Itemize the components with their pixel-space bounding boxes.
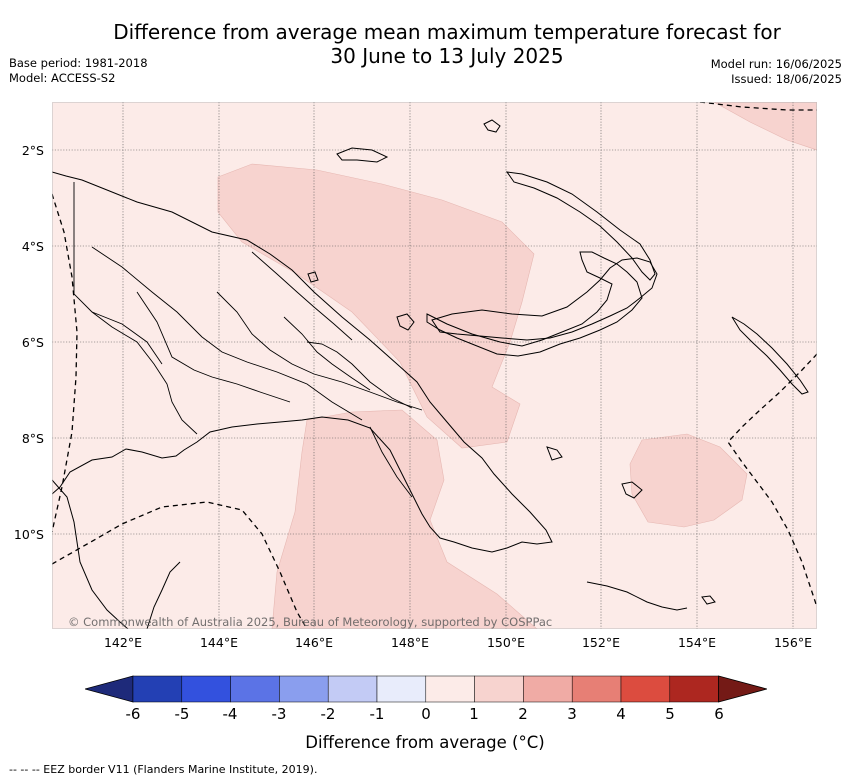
- colorbar-title: Difference from average (°C): [305, 733, 545, 752]
- colorbar-tick: -6: [125, 705, 141, 723]
- trobriand-island: [546, 446, 563, 461]
- base-period: Base period: 1981-2018: [9, 56, 148, 70]
- cape-york-east-coast: [146, 561, 181, 629]
- huon-peninsula: [426, 251, 643, 357]
- png-indonesia-border: [73, 182, 198, 435]
- lat-label-10s: 10°S: [13, 527, 44, 542]
- woodlark-island: [701, 595, 716, 605]
- colorbar: [85, 675, 767, 703]
- copyright-notice: © Commonwealth of Australia 2025, Bureau…: [68, 615, 553, 629]
- admiralty-island: [336, 147, 389, 163]
- model-info: Base period: 1981-2018 Model: ACCESS-S2: [9, 56, 148, 86]
- eez-border-south: [52, 501, 308, 629]
- torres-strait-coast: [52, 479, 129, 629]
- map-title-line-2: 30 June to 13 July 2025: [330, 44, 564, 68]
- colorbar-tick: -2: [320, 705, 336, 723]
- colorbar-tick: 6: [714, 705, 724, 723]
- map-panel: [52, 102, 817, 629]
- colorbar-bin: [620, 675, 671, 703]
- colorbar-bin: [376, 675, 427, 703]
- lat-label-6s: 6°S: [21, 335, 44, 350]
- province-border-5: [306, 341, 413, 409]
- karkar-island: [307, 271, 319, 283]
- lon-label-156e: 156°E: [773, 635, 812, 650]
- lat-label-2s: 2°S: [21, 143, 44, 158]
- colorbar-tick: 4: [616, 705, 626, 723]
- province-border-1: [91, 246, 363, 421]
- new-guinea-coast: [52, 171, 553, 553]
- lon-label-142e: 142°E: [103, 635, 142, 650]
- colorbar-bin: [327, 675, 378, 703]
- umboi-island: [396, 313, 415, 331]
- province-border-6: [251, 251, 353, 341]
- province-border-7: [91, 311, 163, 365]
- coastlines: [52, 119, 809, 629]
- colorbar-tick: -4: [222, 705, 238, 723]
- lon-label-152e: 152°E: [581, 635, 620, 650]
- lon-label-146e: 146°E: [294, 635, 333, 650]
- issued-date: Issued: 18/06/2025: [731, 72, 842, 86]
- borders: [73, 182, 423, 498]
- anomaly-region-east: [629, 433, 748, 528]
- anomaly-region-north: [217, 163, 535, 449]
- eez-footnote: -- -- -- EEZ border V11 (Flanders Marine…: [9, 763, 318, 776]
- lat-label-4s: 4°S: [21, 239, 44, 254]
- province-border-3: [216, 291, 423, 411]
- colorbar-tick: 5: [665, 705, 675, 723]
- colorbar-tick: -1: [369, 705, 385, 723]
- colorbar-tick: 3: [567, 705, 577, 723]
- lon-label-148e: 148°E: [390, 635, 429, 650]
- colorbar-tick: 0: [421, 705, 431, 723]
- model-name: Model: ACCESS-S2: [9, 71, 116, 85]
- manus-island: [483, 119, 501, 133]
- colorbar-extend-low: [85, 675, 134, 703]
- colorbar-bin: [523, 675, 573, 703]
- colorbar-bin: [571, 675, 622, 703]
- anomaly-shading: [217, 102, 817, 629]
- new-britain-coast: [431, 257, 658, 341]
- colorbar-bin: [669, 675, 719, 703]
- colorbar-tick: -3: [271, 705, 287, 723]
- lon-label-154e: 154°E: [677, 635, 716, 650]
- colorbar-bin: [230, 675, 280, 703]
- graticule: [52, 102, 817, 629]
- map-title: Difference from average mean maximum tem…: [0, 20, 850, 68]
- lon-label-144e: 144°E: [199, 635, 238, 650]
- province-border-2: [136, 291, 291, 403]
- colorbar-bin: [132, 675, 183, 703]
- eez-borders: [52, 102, 817, 629]
- colorbar-bin: [279, 675, 329, 703]
- eez-border-west: [52, 193, 78, 533]
- model-run-date: Model run: 16/06/2025: [710, 57, 842, 71]
- run-info: Model run: 16/06/2025 Issued: 18/06/2025: [711, 57, 842, 87]
- colorbar-tick: -5: [174, 705, 190, 723]
- new-ireland-coast: [505, 171, 656, 281]
- colorbar-extend-high: [718, 675, 767, 703]
- colorbar-tick: 1: [469, 705, 479, 723]
- colorbar-bin: [425, 675, 475, 703]
- anomaly-region-south: [271, 409, 538, 629]
- lon-label-150e: 150°E: [486, 635, 525, 650]
- colorbar-bin: [474, 675, 524, 703]
- goodenough-island: [621, 481, 643, 499]
- colorbar-bin: [181, 675, 231, 703]
- colorbar-tick: 2: [518, 705, 528, 723]
- anomaly-region-northeast: [713, 102, 817, 151]
- map-canvas: [52, 102, 817, 629]
- bougainville-coast: [731, 316, 809, 395]
- province-border-4: [283, 316, 371, 391]
- louisiade-islands: [586, 581, 688, 611]
- province-border-8: [369, 426, 413, 498]
- eez-border-north: [699, 102, 817, 111]
- map-title-line-1: Difference from average mean maximum tem…: [113, 20, 781, 44]
- lat-label-8s: 8°S: [21, 431, 44, 446]
